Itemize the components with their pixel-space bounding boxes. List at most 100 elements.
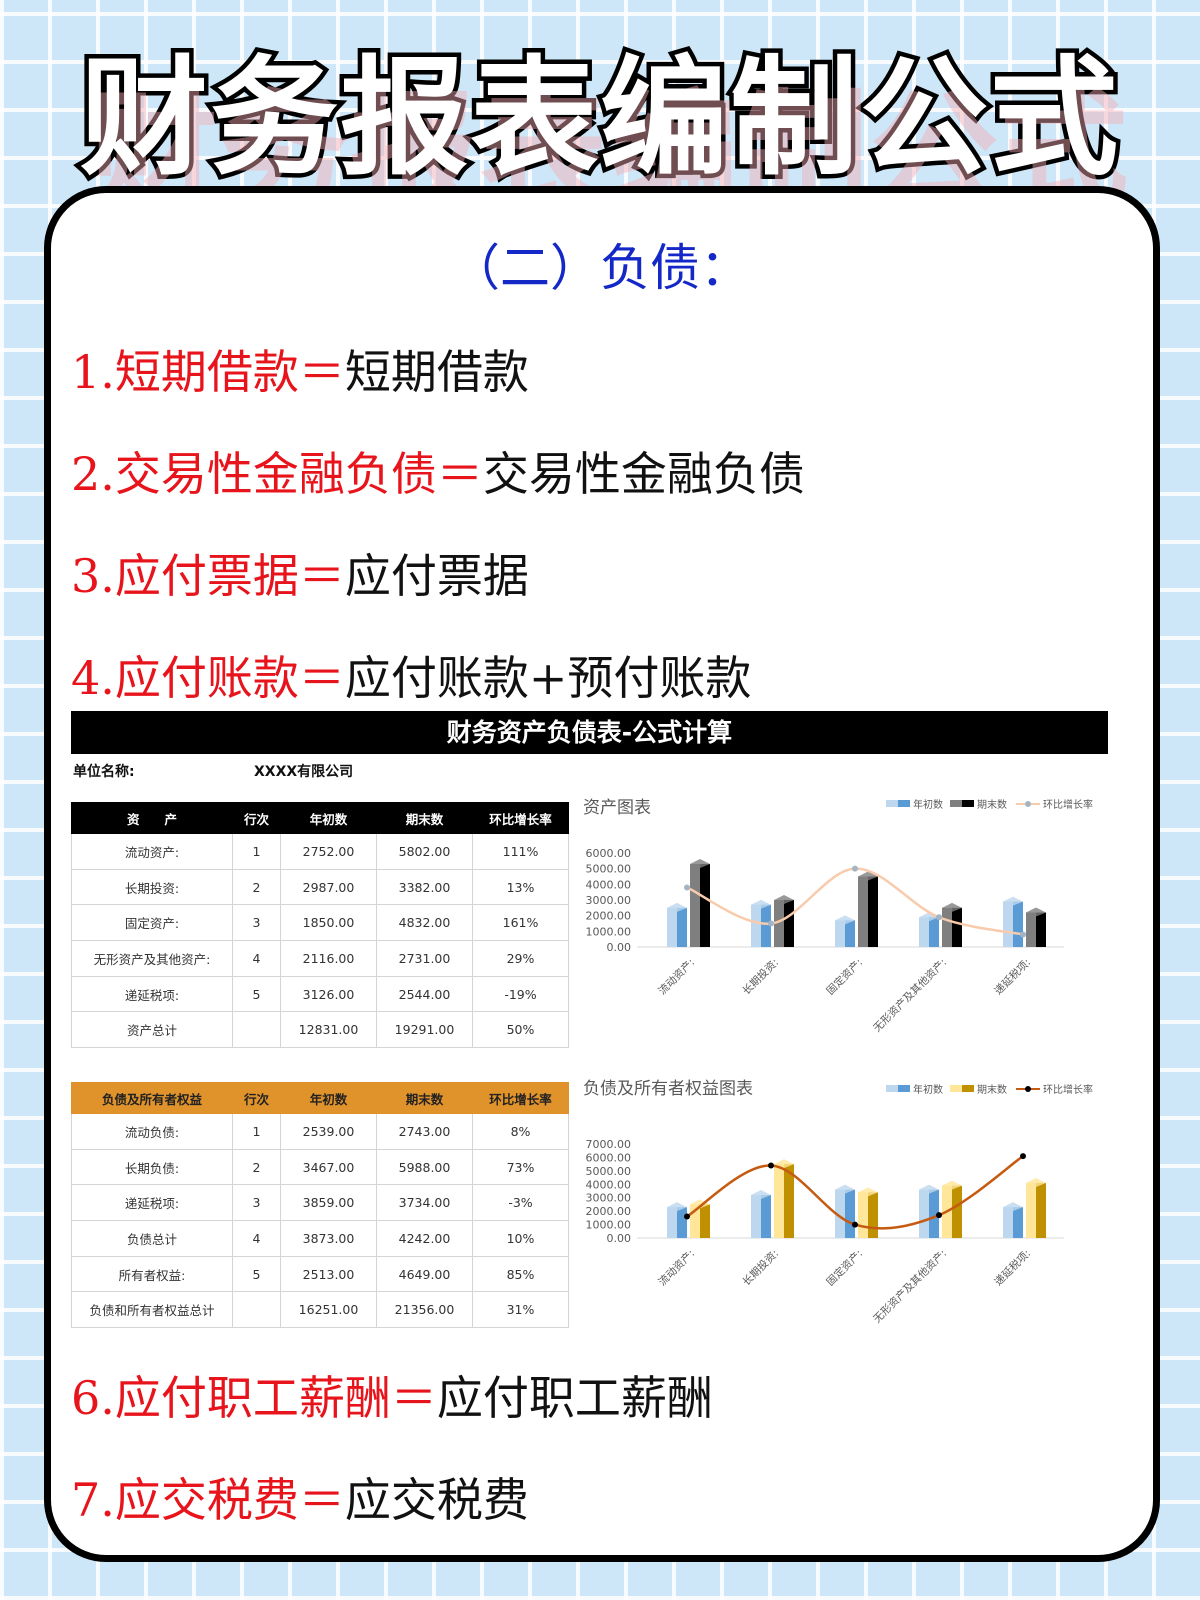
- formula-6: 6.应付职工薪酬＝应付职工薪酬: [71, 1362, 713, 1428]
- bar-begin: [835, 915, 855, 947]
- formula-expression: 应交税费: [344, 1473, 529, 1527]
- table-cell: 3873.00: [280, 1220, 377, 1257]
- table-cell: 资产总计: [71, 1011, 233, 1049]
- bar-top: [858, 871, 878, 881]
- bar-begin: [919, 1184, 939, 1238]
- bar-top: [942, 1180, 962, 1190]
- column-header: 期末数: [376, 802, 473, 834]
- bar-face-dark: [784, 900, 794, 947]
- y-tick-label: 4000.00: [586, 878, 632, 891]
- bar-top: [858, 1187, 878, 1197]
- bar-top: [835, 915, 855, 925]
- table-header-row: 资 产行次 年初数 期末数 环比增长率: [71, 802, 569, 834]
- section-subtitle: （二）负债：: [450, 239, 750, 297]
- column-header: 行次: [232, 1082, 281, 1114]
- table-cell: 负债总计: [71, 1220, 233, 1257]
- formula-4: 4.应付账款＝应付账款+预付账款: [71, 642, 751, 708]
- unit-value: XXXX有限公司: [254, 764, 354, 780]
- bar-face-dark: [677, 907, 687, 947]
- table-cell: 50%: [472, 1011, 569, 1049]
- table-cell: 85%: [472, 1255, 569, 1293]
- bar-begin: [919, 912, 939, 947]
- bar-face-dark: [868, 1192, 878, 1238]
- y-tick-label: 4000.00: [586, 1178, 632, 1191]
- bar-face-light: [835, 1189, 845, 1238]
- growth-point: [936, 914, 942, 921]
- y-tick-label: 6000.00: [586, 1151, 632, 1164]
- bar-face-light: [751, 904, 761, 947]
- table-cell: 流动资产:: [71, 833, 233, 870]
- bar-end: [774, 1159, 794, 1238]
- bar-end: [1026, 907, 1046, 947]
- growth-point: [768, 1162, 774, 1169]
- formula-term: 1.短期借款＝: [71, 345, 345, 399]
- x-category-label: 无形资产及其他资产:: [871, 956, 950, 1035]
- table-cell: 2743.00: [376, 1113, 473, 1150]
- formula-term: 3.应付票据＝: [71, 549, 345, 603]
- bar-face-dark: [845, 1189, 855, 1238]
- legend-swatch: [950, 800, 962, 807]
- bar-begin: [1003, 1202, 1023, 1238]
- table-cell: 8%: [472, 1113, 569, 1150]
- growth-point: [684, 1213, 690, 1220]
- legend-label: 期末数: [977, 1083, 1007, 1096]
- y-tick-label: 3000.00: [586, 894, 632, 907]
- bar-begin: [667, 902, 687, 947]
- bar-face-light: [1026, 1182, 1036, 1238]
- table-cell: 4: [232, 1220, 281, 1257]
- bar-face-light: [919, 1189, 929, 1238]
- table-cell: -19%: [472, 975, 569, 1013]
- main-title: 财务报表编制公式: [75, 40, 1122, 198]
- liabilities-table: 负债及所有者权益 行次 年初数 期末数 环比增长率 流动负债: 1 2539.00 2743.0…: [71, 1082, 569, 1329]
- bar-face-light: [1003, 901, 1013, 947]
- bar-top: [919, 1184, 939, 1194]
- table-cell: 111%: [472, 833, 569, 870]
- bar-face-dark: [761, 1195, 771, 1238]
- table-cell: 4832.00: [376, 904, 473, 942]
- growth-point: [936, 1212, 942, 1219]
- bar-face-dark: [1013, 1207, 1023, 1238]
- legend-label: 年初数: [913, 1083, 943, 1096]
- table-cell: 31%: [472, 1291, 569, 1329]
- bar-face-light: [751, 1195, 761, 1238]
- table-cell: 无形资产及其他资产:: [71, 940, 233, 977]
- bar-face-dark: [868, 876, 878, 947]
- bar-end: [858, 1187, 878, 1238]
- legend-label: 年初数: [913, 798, 943, 811]
- table-row: 资产总计 12831.00 19291.00 50%: [71, 1011, 569, 1049]
- bar-begin: [751, 899, 771, 947]
- sheet-title: 财务资产负债表-公式计算: [71, 711, 1108, 754]
- bar-top: [751, 1190, 771, 1200]
- table-cell: 2544.00: [376, 975, 473, 1013]
- legend-swatch: [962, 800, 974, 807]
- table-cell: 29%: [472, 940, 569, 977]
- table-cell: 递延税项:: [71, 975, 233, 1013]
- bar-top: [774, 895, 794, 904]
- y-tick-label: 0.00: [607, 1232, 632, 1245]
- bar-begin: [835, 1184, 855, 1238]
- table-row: 所有者权益: 5 2513.00 4649.00 85%: [71, 1255, 569, 1293]
- bar-end: [690, 1199, 710, 1238]
- table-cell: 1: [232, 1113, 281, 1150]
- bar-face-dark: [952, 1185, 962, 1238]
- growth-point: [1020, 1153, 1026, 1160]
- bar-face-light: [774, 1164, 784, 1238]
- formula-expression: 应付职工薪酬: [436, 1371, 713, 1425]
- legend-swatch: [886, 800, 898, 807]
- table-cell: 2539.00: [280, 1113, 377, 1150]
- formula-term: 4.应付账款＝: [71, 651, 345, 705]
- x-category-label: 递延税项:: [992, 1247, 1033, 1288]
- table-cell: 21356.00: [376, 1291, 473, 1329]
- table-cell: 负债和所有者权益总计: [71, 1291, 233, 1329]
- table-row: 无形资产及其他资产: 4 2116.00 2731.00 29%: [71, 940, 569, 977]
- growth-point: [1020, 931, 1026, 938]
- table-cell: 3467.00: [280, 1148, 377, 1186]
- bar-top: [1003, 1202, 1023, 1212]
- column-header: 环比增长率: [472, 802, 569, 834]
- x-category-label: 固定资产:: [824, 1247, 865, 1288]
- table-row: 负债总计 4 3873.00 4242.00 10%: [71, 1220, 569, 1257]
- table-cell: 12831.00: [280, 1011, 377, 1049]
- x-category-label: 递延税项:: [992, 956, 1033, 997]
- column-header: 年初数: [280, 802, 377, 834]
- table-cell: 5: [232, 975, 281, 1013]
